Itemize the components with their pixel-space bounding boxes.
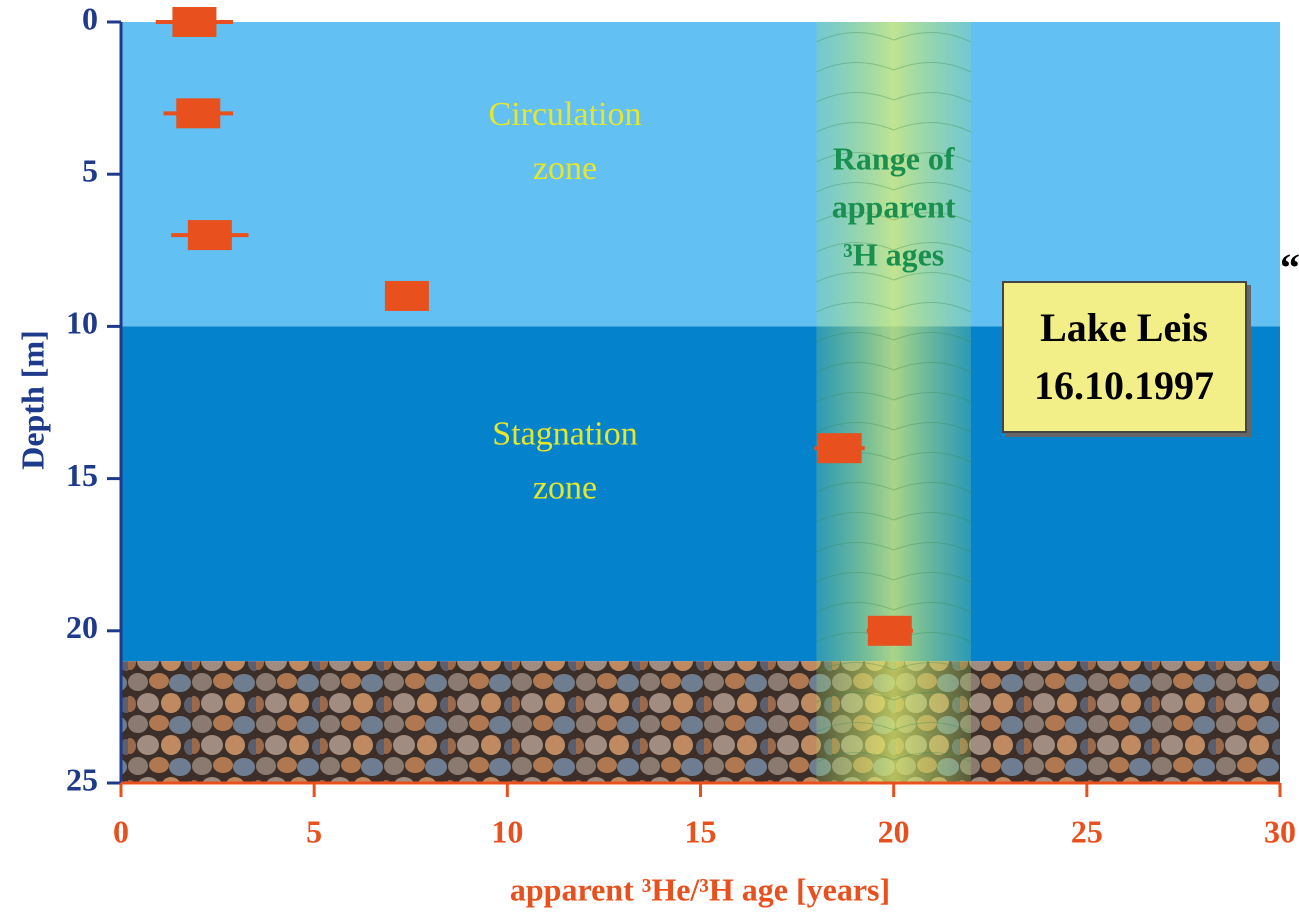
y-tick-label: 0 bbox=[82, 0, 98, 36]
x-tick-label: 0 bbox=[113, 813, 129, 849]
y-tick-label: 15 bbox=[66, 457, 98, 493]
band-label: apparent bbox=[832, 188, 956, 224]
y-tick-label: 25 bbox=[66, 761, 98, 797]
x-tick-label: 30 bbox=[1264, 813, 1296, 849]
x-tick-label: 25 bbox=[1071, 813, 1103, 849]
point bbox=[385, 281, 429, 311]
zone-label: zone bbox=[533, 470, 597, 507]
point bbox=[868, 616, 912, 646]
stray-mark: “ bbox=[1280, 245, 1299, 290]
chart: Circulation zone Stagnation zone Range of ap… bbox=[0, 0, 1299, 918]
point bbox=[172, 7, 216, 37]
x-tick-label: 15 bbox=[685, 813, 717, 849]
x-tick-label: 10 bbox=[491, 813, 523, 849]
band: Range of apparent ³H ages bbox=[816, 22, 971, 783]
zone-label: Circulation bbox=[489, 96, 642, 133]
point bbox=[188, 220, 232, 250]
annotation: Lake Leis bbox=[1040, 305, 1208, 350]
band-label: ³H ages bbox=[843, 236, 944, 272]
zone bbox=[121, 22, 1280, 326]
y-tick-label: 10 bbox=[66, 305, 98, 341]
x-axis-label: apparent ³He/³H age [years] bbox=[510, 871, 890, 907]
y-tick-label: 5 bbox=[82, 153, 98, 189]
point bbox=[818, 433, 862, 463]
y-axis-label: Depth [m] bbox=[14, 330, 50, 470]
point bbox=[176, 98, 220, 128]
annotation: 16.10.1997 bbox=[1034, 363, 1214, 408]
zone bbox=[121, 661, 1280, 783]
band-label: Range of bbox=[833, 140, 955, 176]
zone-label: Stagnation bbox=[492, 416, 637, 453]
x-tick-label: 5 bbox=[306, 813, 322, 849]
x-tick-label: 20 bbox=[878, 813, 910, 849]
y-tick-label: 20 bbox=[66, 609, 98, 645]
zone-label: zone bbox=[533, 150, 597, 187]
band bbox=[816, 22, 971, 783]
